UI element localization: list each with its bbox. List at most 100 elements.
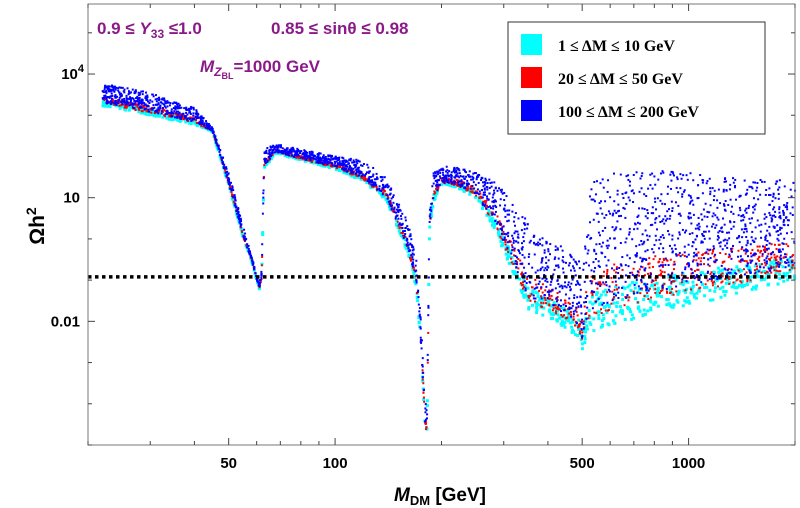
data-point-3 xyxy=(231,195,234,198)
data-point-3 xyxy=(133,102,136,105)
data-point-3 xyxy=(417,290,420,293)
data-point-2 xyxy=(567,307,570,310)
data-point-3 xyxy=(452,170,455,173)
data-point-3 xyxy=(622,196,625,199)
data-point-2 xyxy=(504,241,507,244)
data-point-3 xyxy=(150,107,153,110)
data-point-3 xyxy=(649,184,652,187)
data-point-2 xyxy=(263,164,266,167)
data-point-3 xyxy=(492,205,495,208)
data-point-3 xyxy=(128,97,131,100)
data-point-3 xyxy=(174,108,177,111)
data-point-3 xyxy=(703,237,706,240)
data-point-3 xyxy=(143,104,146,107)
data-point-3 xyxy=(744,209,747,212)
data-point-3 xyxy=(394,216,397,219)
data-point-3 xyxy=(375,176,378,179)
data-point-2 xyxy=(556,299,559,302)
data-point-3 xyxy=(395,203,398,206)
data-point-2 xyxy=(696,268,699,271)
data-point-1 xyxy=(600,301,604,305)
data-point-3 xyxy=(717,218,720,221)
data-point-3 xyxy=(523,232,526,235)
data-point-3 xyxy=(644,250,647,253)
data-point-3 xyxy=(729,183,732,186)
data-point-2 xyxy=(168,113,171,116)
data-point-3 xyxy=(519,262,522,265)
data-point-2 xyxy=(471,191,474,194)
data-point-3 xyxy=(755,189,758,192)
data-point-3 xyxy=(691,245,694,248)
data-point-3 xyxy=(115,86,118,89)
data-point-3 xyxy=(122,90,125,93)
data-point-3 xyxy=(287,153,290,156)
data-point-2 xyxy=(658,274,661,277)
data-point-2 xyxy=(772,266,775,269)
data-point-3 xyxy=(617,286,620,289)
data-point-3 xyxy=(650,212,653,215)
data-point-3 xyxy=(728,231,731,234)
data-point-3 xyxy=(280,144,283,147)
data-point-3 xyxy=(621,256,624,259)
data-point-3 xyxy=(651,187,654,190)
data-point-3 xyxy=(718,242,721,245)
data-point-3 xyxy=(731,205,734,208)
data-point-2 xyxy=(663,282,666,285)
data-point-3 xyxy=(692,179,695,182)
data-point-2 xyxy=(654,288,657,291)
data-point-2 xyxy=(716,285,719,288)
data-point-3 xyxy=(371,180,374,183)
data-point-3 xyxy=(487,206,490,209)
data-point-3 xyxy=(541,277,544,280)
data-point-2 xyxy=(115,99,118,102)
data-point-3 xyxy=(641,258,644,261)
data-point-2 xyxy=(409,257,412,260)
data-point-3 xyxy=(432,197,435,200)
data-point-3 xyxy=(454,176,457,179)
data-point-3 xyxy=(190,119,193,122)
data-point-3 xyxy=(113,101,116,104)
data-point-2 xyxy=(125,106,128,109)
x-tick-label: 100 xyxy=(323,455,348,472)
data-point-3 xyxy=(561,249,564,252)
data-point-2 xyxy=(138,108,141,111)
data-point-2 xyxy=(611,290,614,293)
data-point-2 xyxy=(499,221,502,224)
data-point-3 xyxy=(107,86,110,89)
data-point-3 xyxy=(290,147,293,150)
data-point-3 xyxy=(696,264,699,267)
data-point-3 xyxy=(461,183,464,186)
data-point-1 xyxy=(613,321,617,325)
data-point-3 xyxy=(691,271,694,274)
data-point-3 xyxy=(304,153,307,156)
data-point-3 xyxy=(301,153,304,156)
legend-swatch xyxy=(521,100,542,121)
data-point-1 xyxy=(477,197,481,201)
data-point-1 xyxy=(612,301,616,305)
data-point-3 xyxy=(624,241,627,244)
data-point-3 xyxy=(237,216,240,219)
data-point-3 xyxy=(233,204,236,207)
data-point-3 xyxy=(734,184,737,187)
data-point-1 xyxy=(323,164,327,168)
data-point-3 xyxy=(739,194,742,197)
data-point-3 xyxy=(768,225,771,228)
data-point-3 xyxy=(763,180,766,183)
data-point-3 xyxy=(426,359,429,362)
data-point-3 xyxy=(677,204,680,207)
data-point-1 xyxy=(458,187,462,191)
data-point-1 xyxy=(692,293,696,297)
data-point-2 xyxy=(268,158,271,161)
data-point-2 xyxy=(522,283,525,286)
data-point-3 xyxy=(436,179,439,182)
data-point-3 xyxy=(626,294,629,297)
data-point-2 xyxy=(767,258,770,261)
data-point-3 xyxy=(197,113,200,116)
data-point-3 xyxy=(520,229,523,232)
data-point-1 xyxy=(574,323,578,327)
data-point-3 xyxy=(541,266,544,269)
data-point-3 xyxy=(222,161,225,164)
data-point-1 xyxy=(427,237,431,241)
data-point-3 xyxy=(607,179,610,182)
data-point-3 xyxy=(773,226,776,229)
